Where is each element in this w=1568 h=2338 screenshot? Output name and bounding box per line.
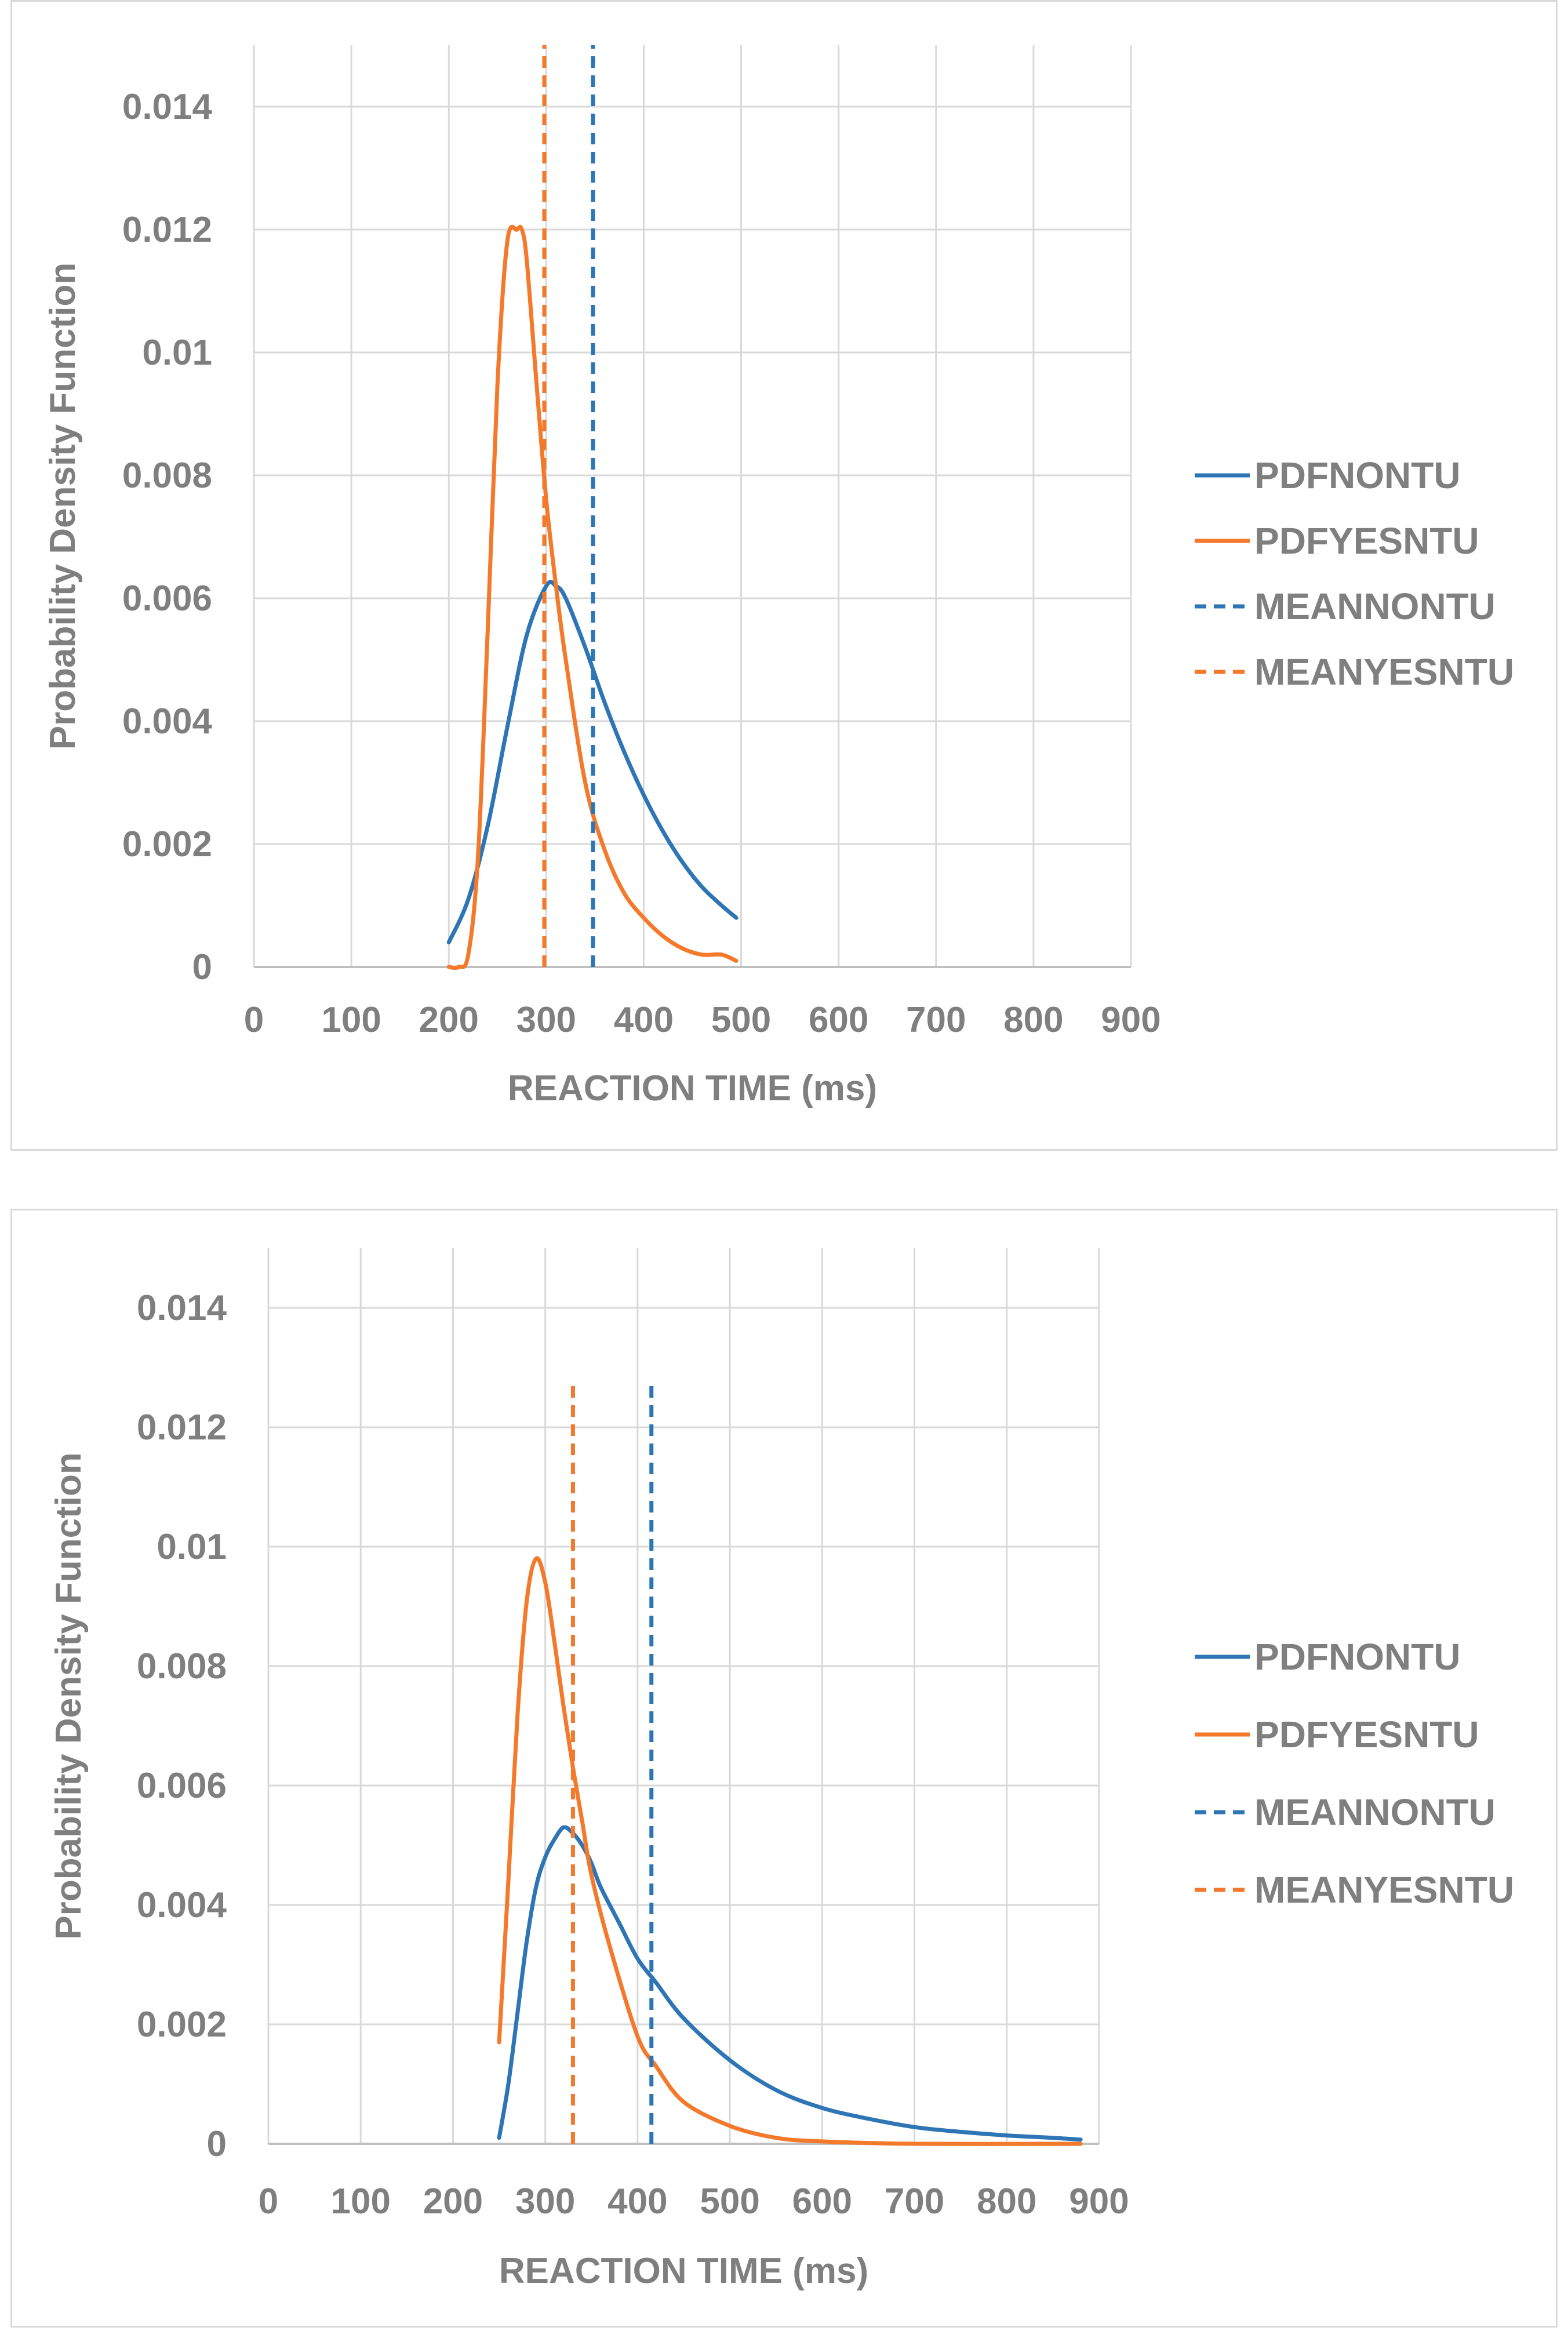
y-axis-title: Probability Density Function [43,263,83,750]
legend-label-pdfyesntu: PDFYESNTU [1254,520,1479,562]
y-tick-label: 0.006 [122,579,212,619]
x-tick-label: 700 [906,1000,966,1040]
y-tick-label: 0.004 [137,1885,227,1925]
y-tick-label: 0.002 [122,824,212,864]
y-tick-label: 0.002 [137,2005,227,2045]
x-tick-label: 200 [423,2181,483,2221]
chart-panel-1: 0 100 200 300 400 500 600 700 800 900 0 0.002 0.004 0… [10,0,1558,1151]
x-tick-label: 0 [259,2181,278,2221]
y-tick-label: 0.014 [137,1288,227,1328]
x-tick-label: 400 [607,2181,667,2221]
series-pdfnontu-line [497,1825,1083,2142]
x-tick-label: 800 [1003,1000,1063,1040]
y-axis-title: Probability Density Function [49,1452,89,1940]
x-tick-label: 300 [515,2181,575,2221]
x-tick-label: 600 [809,1000,868,1040]
series-pdfyesntu-line [497,1556,1083,2146]
y-tick-label: 0.01 [142,333,212,373]
y-tick-label: 0.012 [137,1408,227,1448]
x-tick-label: 300 [516,1000,576,1040]
legend-label-meanyesntu: MEANYESNTU [1254,651,1514,693]
series-pdfyesntu-line [446,224,738,970]
x-tick-label: 600 [792,2181,852,2221]
series-pdfnontu-line [446,580,738,945]
x-tick-label: 700 [885,2181,944,2221]
y-tick-label: 0.014 [122,87,213,127]
x-tick-label: 900 [1101,1000,1160,1040]
y-tick-label: 0.012 [122,210,212,250]
x-tick-label: 800 [977,2181,1036,2221]
legend-label-pdfnontu: PDFNONTU [1254,1636,1461,1678]
y-tick-label: 0.004 [122,701,213,741]
y-tick-label: 0.01 [157,1527,227,1567]
x-tick-label: 0 [244,1000,264,1040]
y-tick-label: 0.006 [137,1766,227,1806]
y-tick-label: 0 [192,947,212,987]
chart-panel-2: 0 100 200 300 400 500 600 700 800 900 0 0.002 0.004 0… [10,1209,1558,2328]
chart-1: 0 100 200 300 400 500 600 700 800 900 0 0.002 0.004 0… [43,45,1514,1108]
legend-label-meanyesntu: MEANYESNTU [1254,1869,1514,1911]
x-tick-label: 500 [711,1000,771,1040]
x-axis-title: REACTION TIME (ms) [499,2251,868,2291]
y-tick-label: 0.008 [122,456,212,496]
chart-2: 0 100 200 300 400 500 600 700 800 900 0 0.002 0.004 0… [49,1248,1514,2291]
x-tick-label: 500 [700,2181,759,2221]
legend-label-meannontu: MEANNONTU [1254,1791,1496,1833]
x-axis-title: REACTION TIME (ms) [508,1068,877,1108]
x-tick-label: 900 [1069,2181,1129,2221]
x-tick-label: 200 [419,1000,478,1040]
legend-label-pdfyesntu: PDFYESNTU [1254,1714,1479,1755]
y-tick-label: 0 [207,2124,227,2164]
x-tick-label: 100 [321,1000,381,1040]
x-tick-label: 100 [330,2181,390,2221]
y-tick-label: 0.008 [137,1646,227,1686]
x-tick-label: 400 [614,1000,674,1040]
legend-label-pdfnontu: PDFNONTU [1254,454,1461,496]
legend-label-meannontu: MEANNONTU [1254,586,1496,627]
